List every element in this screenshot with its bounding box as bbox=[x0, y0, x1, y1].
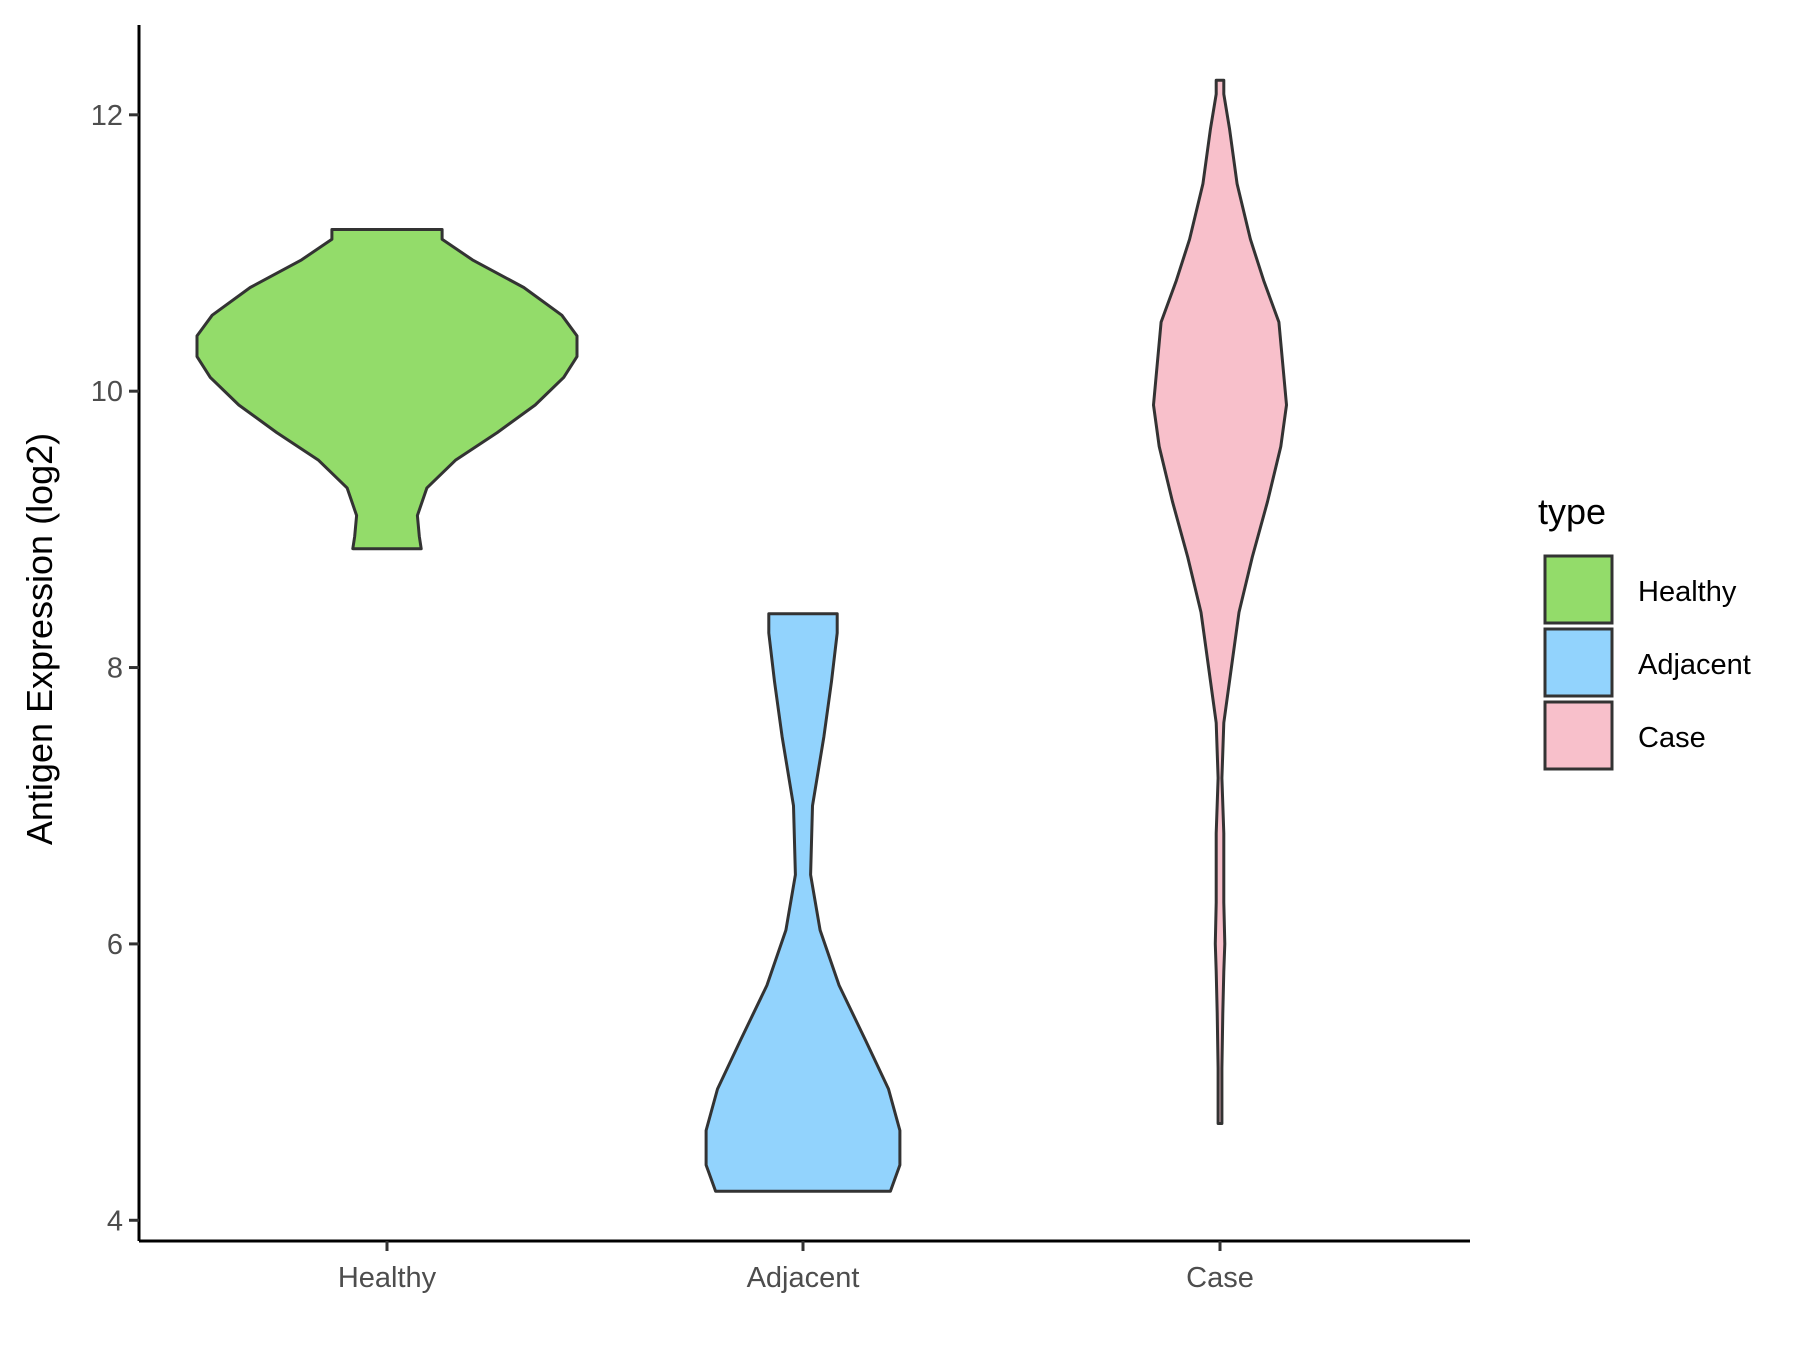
y-tick-label: 6 bbox=[107, 929, 123, 961]
y-axis-title: Antigen Expression (log2) bbox=[19, 433, 60, 845]
violin-case bbox=[1152, 78, 1288, 1125]
legend-entries: Healthy Adjacent Case bbox=[1543, 554, 1751, 771]
legend-title: type bbox=[1538, 491, 1606, 532]
violins-layer bbox=[195, 78, 1288, 1193]
y-tick-label: 4 bbox=[107, 1205, 123, 1237]
x-tick-label-adjacent: Adjacent bbox=[747, 1262, 860, 1294]
y-tick-label: 10 bbox=[91, 376, 123, 408]
x-axis: Healthy Adjacent Case bbox=[139, 1239, 1470, 1294]
x-tick-label-case: Case bbox=[1186, 1262, 1254, 1294]
y-tick-label: 8 bbox=[107, 653, 123, 685]
x-tick-label-healthy: Healthy bbox=[338, 1262, 437, 1294]
y-axis: 4 6 8 10 12 bbox=[91, 25, 141, 1241]
legend-swatch-adjacent bbox=[1543, 627, 1614, 698]
y-tick-label: 12 bbox=[91, 100, 123, 132]
legend-swatch-case bbox=[1543, 700, 1614, 771]
legend: type Healthy Adjacent Case bbox=[1538, 491, 1751, 771]
violin-healthy bbox=[195, 228, 579, 551]
legend-label-healthy: Healthy bbox=[1638, 576, 1737, 608]
legend-label-case: Case bbox=[1638, 722, 1706, 754]
legend-swatch-healthy bbox=[1543, 554, 1614, 625]
legend-label-adjacent: Adjacent bbox=[1638, 649, 1751, 681]
violin-adjacent bbox=[704, 612, 902, 1193]
